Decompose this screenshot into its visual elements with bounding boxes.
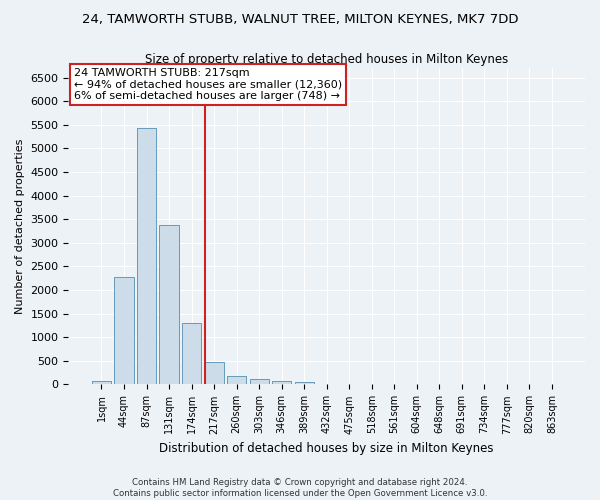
Bar (115, 277, 134, 384)
Title: Size of property relative to detached houses in Milton Keynes: Size of property relative to detached ho… (145, 52, 508, 66)
Bar (182, 322, 201, 384)
Bar (137, 128, 156, 384)
Y-axis label: Number of detached properties: Number of detached properties (15, 138, 25, 314)
Text: 24, TAMWORTH STUBB, WALNUT TREE, MILTON KEYNES, MK7 7DD: 24, TAMWORTH STUBB, WALNUT TREE, MILTON … (82, 12, 518, 26)
X-axis label: Distribution of detached houses by size in Milton Keynes: Distribution of detached houses by size … (160, 442, 494, 455)
Bar (272, 380, 291, 384)
Bar (160, 225, 179, 384)
Bar (92, 380, 111, 384)
Text: 24 TAMWORTH STUBB: 217sqm
← 94% of detached houses are smaller (12,360)
6% of se: 24 TAMWORTH STUBB: 217sqm ← 94% of detac… (74, 68, 341, 102)
Bar (295, 382, 314, 384)
Bar (227, 376, 246, 384)
Text: Contains HM Land Registry data © Crown copyright and database right 2024.
Contai: Contains HM Land Registry data © Crown c… (113, 478, 487, 498)
Bar (205, 362, 224, 384)
Bar (250, 380, 269, 384)
